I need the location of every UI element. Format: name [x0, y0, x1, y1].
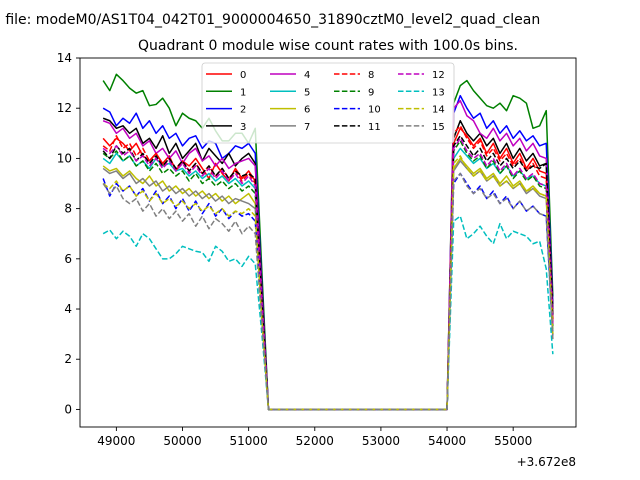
- series-line-6: [102, 157, 554, 411]
- y-tick-label: 12: [57, 101, 72, 115]
- legend-label-10: 10: [368, 105, 381, 116]
- x-tick-label: 53000: [362, 434, 400, 448]
- y-tick-label: 2: [64, 352, 72, 366]
- series-line-9: [102, 140, 554, 411]
- y-tick-label: 0: [64, 402, 72, 416]
- series-line-12: [102, 137, 554, 411]
- y-axis: 0 2 4 6 8 10 12 14: [57, 51, 80, 416]
- legend-label-11: 11: [368, 122, 381, 133]
- figure-suptitle: n file: modeM0/AS1T04_042T01_9000004650_…: [0, 12, 540, 28]
- series-line-11: [102, 135, 554, 411]
- series-line-3: [102, 117, 554, 411]
- x-tick-label: 49000: [97, 434, 135, 448]
- y-tick-label: 10: [57, 151, 72, 165]
- x-tick-label: 50000: [163, 434, 201, 448]
- y-tick-label: 6: [64, 252, 72, 266]
- plot-area: 49000 50000 51000 52000 53000 54000 55000 0 2 4 6…: [57, 51, 577, 448]
- x-axis: 49000 50000 51000 52000 53000 54000 55000: [97, 427, 532, 448]
- x-tick-label: 52000: [296, 434, 334, 448]
- legend-label-3: 3: [240, 122, 246, 133]
- x-offset-label: +3.672e8: [517, 455, 576, 469]
- series-line-13: [102, 215, 554, 411]
- x-tick-label: 55000: [494, 434, 532, 448]
- x-tick-label: 51000: [230, 434, 268, 448]
- legend-label-8: 8: [368, 70, 374, 81]
- legend-label-15: 15: [432, 122, 445, 133]
- series-line-4: [102, 99, 554, 411]
- series-line-2: [102, 94, 554, 411]
- axes-frame: [79, 57, 577, 428]
- legend-label-7: 7: [304, 122, 310, 133]
- legend-label-12: 12: [432, 70, 445, 81]
- y-tick-label: 14: [57, 51, 72, 65]
- series-line-0: [102, 127, 554, 411]
- legend-label-4: 4: [304, 70, 310, 81]
- legend-label-2: 2: [240, 105, 246, 116]
- legend-label-5: 5: [304, 87, 310, 98]
- series-line-14: [102, 155, 554, 411]
- chart-title: Quadrant 0 module wise count rates with …: [138, 38, 518, 54]
- legend-label-13: 13: [432, 87, 445, 98]
- legend-box: [201, 62, 455, 144]
- legend-label-1: 1: [240, 87, 246, 98]
- legend-label-14: 14: [432, 105, 445, 116]
- y-tick-label: 8: [64, 202, 72, 216]
- legend-label-9: 9: [368, 87, 374, 98]
- series-line-10: [102, 172, 554, 411]
- legend-label-6: 6: [304, 105, 310, 116]
- y-tick-label: 4: [64, 302, 72, 316]
- series-line-15: [102, 172, 554, 411]
- x-tick-label: 54000: [428, 434, 466, 448]
- legend-label-0: 0: [240, 70, 246, 81]
- series-line-8: [102, 125, 554, 411]
